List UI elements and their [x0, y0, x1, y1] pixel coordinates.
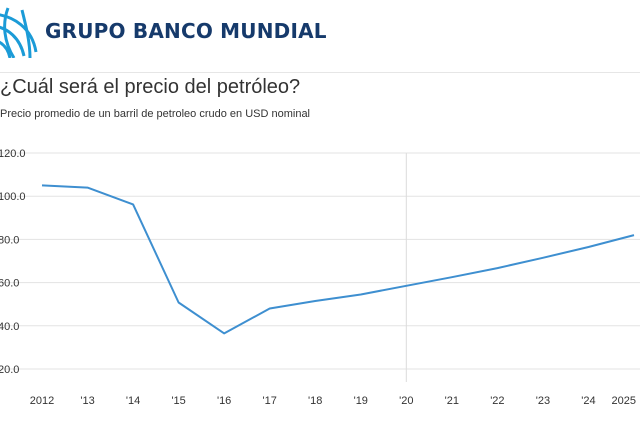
x-tick-label: 2012 — [30, 395, 54, 407]
header: GRUPO BANCO MUNDIAL — [0, 0, 640, 73]
y-tick-label: 20.0 — [0, 364, 19, 376]
y-tick-label: 60.0 — [0, 278, 19, 290]
data-point — [495, 266, 500, 271]
x-tick-label: '16 — [217, 395, 231, 407]
chart-subtitle: Precio promedio de un barril de petroleo… — [0, 108, 311, 120]
x-tick-label: '23 — [536, 395, 550, 407]
chart-title: ¿Cuál será el precio del petróleo? — [0, 76, 301, 98]
x-tick-label: '18 — [308, 395, 322, 407]
data-point — [131, 202, 136, 207]
x-tick-label: '15 — [171, 395, 185, 407]
data-point — [267, 306, 272, 311]
y-axis-ticks: 20.0 40.0 60.0 80.0 100.0 120.0 — [0, 148, 26, 376]
data-point — [586, 244, 591, 249]
data-point — [313, 298, 318, 303]
x-tick-label: '17 — [263, 395, 277, 407]
data-point — [404, 283, 409, 288]
y-tick-label: 40.0 — [0, 321, 19, 333]
x-tick-label: '21 — [445, 395, 459, 407]
x-tick-label: '22 — [490, 395, 504, 407]
data-point — [40, 183, 45, 188]
data-point — [358, 292, 363, 297]
data-point — [540, 255, 545, 260]
gridlines — [0, 152, 640, 382]
data-point — [632, 233, 637, 238]
x-axis-ticks: 2012 '13 '14 '15 '16 '17 '18 '19 '20 '21 '22 '23 '24… — [30, 395, 636, 407]
data-point — [222, 331, 227, 336]
x-tick-label: 2025 — [612, 395, 636, 407]
series-line-0 — [41, 184, 635, 335]
y-tick-label: 100.0 — [0, 191, 26, 203]
globe-icon — [0, 7, 38, 58]
x-tick-label: '13 — [80, 395, 94, 407]
x-tick-label: '24 — [581, 395, 595, 407]
y-tick-label: 80.0 — [0, 234, 19, 246]
y-tick-label: 120.0 — [0, 148, 26, 160]
x-tick-label: '14 — [126, 395, 140, 407]
series-group — [40, 183, 637, 336]
org-name: GRUPO BANCO MUNDIAL — [45, 19, 327, 43]
data-point — [85, 185, 90, 190]
data-point — [176, 300, 181, 305]
x-tick-label: '19 — [354, 395, 368, 407]
data-point — [449, 275, 454, 280]
x-tick-label: '20 — [399, 395, 413, 407]
